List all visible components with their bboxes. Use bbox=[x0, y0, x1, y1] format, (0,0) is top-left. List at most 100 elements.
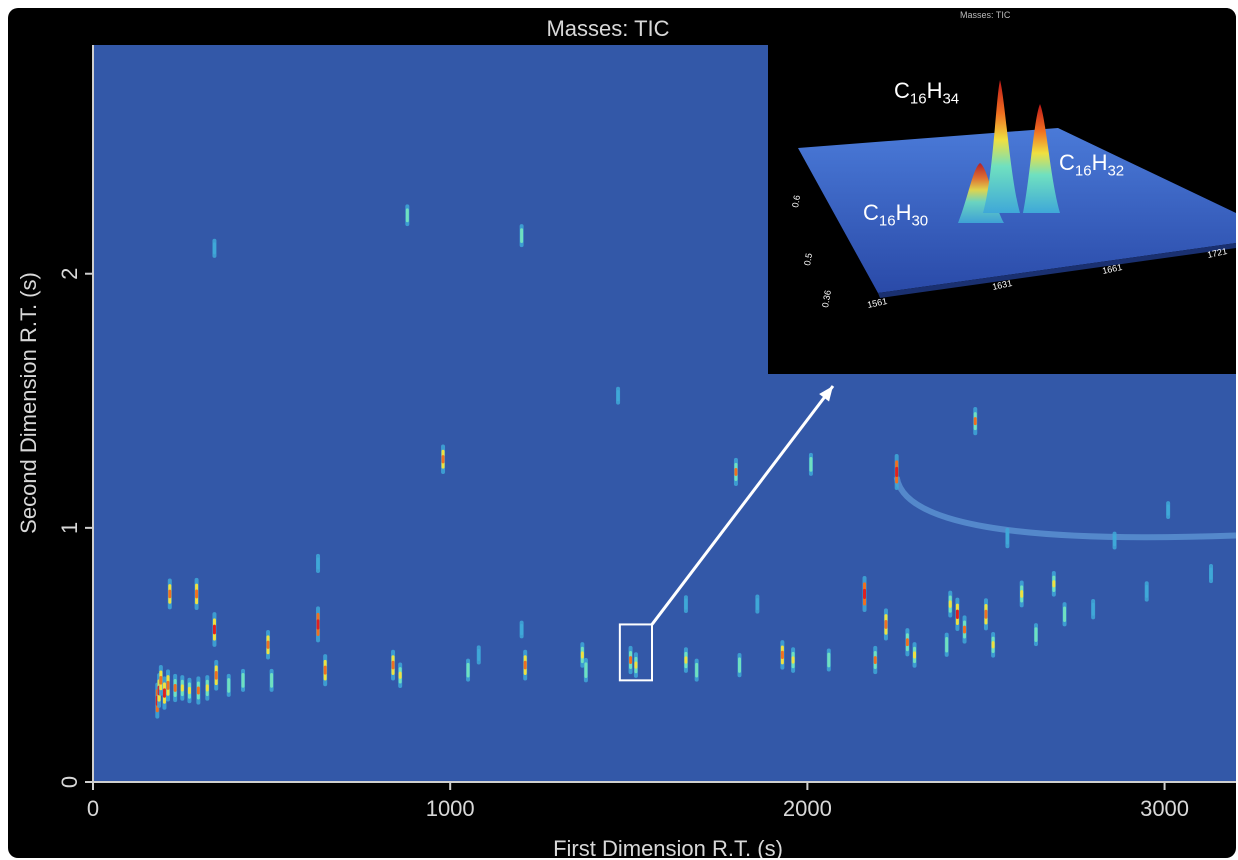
peak-core bbox=[195, 589, 199, 599]
peak-body bbox=[738, 657, 742, 673]
y-tick-label: 2 bbox=[57, 268, 82, 280]
peak-mark bbox=[173, 673, 178, 703]
peak-mark bbox=[944, 632, 949, 657]
peak-body bbox=[695, 662, 699, 678]
x-tick-label: 3000 bbox=[1140, 796, 1189, 821]
peak-mark bbox=[862, 575, 867, 612]
peak-core bbox=[441, 455, 445, 464]
peak-core bbox=[187, 686, 191, 695]
peak-core bbox=[1020, 590, 1024, 598]
peak-mark bbox=[476, 645, 481, 665]
peak-mark bbox=[583, 658, 588, 683]
inset-3d-plot: 1561 1631 1661 1721 0.36 0.5 0.6 Masses: TIC C… bbox=[768, 8, 1236, 374]
peak-core bbox=[895, 466, 899, 477]
peak-body bbox=[316, 557, 320, 570]
peak-core bbox=[734, 468, 738, 476]
peak-mark bbox=[791, 647, 796, 673]
axes: 0 1000 2000 3000 0 1 2 bbox=[57, 45, 1236, 821]
peak-mark bbox=[441, 444, 446, 474]
peak-mark bbox=[166, 669, 171, 702]
peak-core bbox=[205, 684, 209, 692]
peak-mark bbox=[398, 662, 403, 689]
peak-mark bbox=[905, 628, 910, 657]
peak-core bbox=[214, 670, 218, 680]
peak-mark bbox=[826, 648, 831, 672]
peak-mark bbox=[683, 647, 688, 673]
peak-core bbox=[913, 651, 917, 659]
peak-body bbox=[405, 208, 409, 223]
peak-mark bbox=[737, 652, 742, 678]
peak-mark bbox=[1019, 580, 1024, 608]
peak-mark bbox=[187, 677, 192, 704]
peak-mark bbox=[212, 238, 217, 258]
peak-core bbox=[873, 656, 877, 664]
chart-frame: 0 1000 2000 3000 0 1 2 Masses: TIC First Dimen… bbox=[8, 8, 1236, 858]
peak-body bbox=[212, 242, 216, 255]
peak-body bbox=[684, 598, 688, 610]
peak-body bbox=[227, 678, 231, 693]
peak-mark bbox=[162, 676, 167, 710]
peak-mark bbox=[948, 590, 953, 618]
peak-mark bbox=[1112, 531, 1117, 550]
peak-core bbox=[984, 609, 988, 619]
peak-core bbox=[180, 684, 184, 692]
peak-mark bbox=[316, 606, 321, 643]
peak-body bbox=[1209, 567, 1213, 580]
y-tick-label: 1 bbox=[57, 522, 82, 534]
inset-title: Masses: TIC bbox=[960, 10, 1011, 20]
peak-mark bbox=[1033, 623, 1038, 647]
peak-body bbox=[1145, 584, 1149, 598]
peak-mark bbox=[1062, 602, 1067, 627]
highlight-layer bbox=[618, 385, 835, 682]
peak-body bbox=[616, 390, 620, 402]
peak-mark bbox=[912, 642, 917, 668]
x-tick-label: 0 bbox=[87, 796, 99, 821]
peak-body bbox=[477, 648, 481, 662]
peak-body bbox=[520, 623, 524, 636]
inset-peak-c16h34 bbox=[983, 80, 1020, 213]
inset-y-tick-label: 0.5 bbox=[802, 252, 814, 266]
annotation-c16h34: C16H34 bbox=[894, 78, 960, 108]
peak-core bbox=[196, 686, 200, 695]
peak-core bbox=[963, 625, 967, 634]
peak-mark bbox=[519, 620, 524, 639]
peak-body bbox=[1113, 534, 1117, 547]
peak-mark bbox=[167, 578, 172, 610]
peak-body bbox=[1005, 531, 1009, 545]
inset-y-tick-label: 0.36 bbox=[820, 289, 833, 308]
peak-mark bbox=[962, 615, 967, 644]
peak-mark bbox=[269, 668, 274, 692]
peak-core bbox=[166, 680, 170, 690]
annotation-c16h32: C16H32 bbox=[1059, 150, 1125, 180]
peak-body bbox=[809, 456, 813, 472]
peaks-layer bbox=[155, 204, 1213, 719]
zoom-arrow-line bbox=[650, 385, 835, 626]
peak-mark bbox=[405, 204, 410, 227]
inset-x-tick-label: 1561 bbox=[866, 296, 888, 310]
peak-mark bbox=[633, 652, 638, 678]
peak-body bbox=[1166, 504, 1170, 516]
peak-body bbox=[270, 672, 274, 688]
peak-core bbox=[991, 641, 995, 649]
peak-mark bbox=[733, 457, 738, 487]
peak-mark bbox=[241, 668, 246, 692]
inset-plane-edge bbox=[878, 243, 1236, 298]
peak-mark bbox=[991, 631, 996, 658]
peak-core bbox=[948, 600, 952, 608]
peak-mark bbox=[316, 553, 321, 573]
peak-core bbox=[1052, 580, 1056, 588]
peak-mark bbox=[616, 386, 621, 405]
peak-mark bbox=[973, 407, 978, 436]
peak-mark bbox=[214, 659, 219, 691]
peak-core bbox=[523, 660, 527, 670]
peak-tail bbox=[893, 476, 1236, 541]
x-tick-label: 1000 bbox=[426, 796, 475, 821]
chart-title: Masses: TIC bbox=[546, 16, 669, 41]
peak-mark bbox=[808, 452, 813, 476]
peak-mark bbox=[1166, 501, 1171, 519]
peak-core bbox=[173, 684, 177, 692]
peak-mark bbox=[873, 645, 878, 675]
peak-mark bbox=[466, 658, 471, 682]
zoom-arrow-head bbox=[819, 386, 833, 402]
inset-peak-c16h32 bbox=[1023, 104, 1060, 213]
